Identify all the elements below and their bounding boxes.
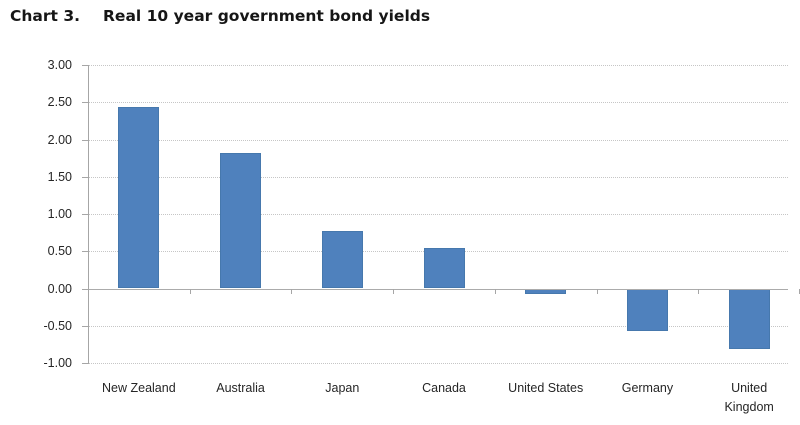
bar-canada [423, 248, 465, 289]
y-axis-tick [82, 288, 88, 290]
x-label-japan: Japan [325, 381, 360, 395]
gridline [88, 102, 788, 104]
x-label-united-kingdom: United Kingdom [724, 381, 774, 414]
x-label-canada: Canada [422, 381, 466, 395]
gridline [88, 65, 788, 66]
y-tick-label: 1.00 [47, 207, 72, 221]
x-label-new-zealand: New Zealand [102, 381, 176, 395]
x-label-germany: Germany [621, 381, 674, 395]
y-axis-tick [82, 214, 88, 215]
category-axis-tick [698, 289, 700, 294]
y-axis-tick [82, 139, 88, 141]
category-axis-tick [291, 289, 293, 294]
bar-japan [321, 231, 363, 289]
gridline [88, 363, 788, 364]
gridline [88, 176, 788, 178]
y-axis-tick [82, 325, 88, 327]
y-tick-label: 3.00 [47, 58, 72, 72]
bar-new-zealand [118, 106, 160, 289]
y-axis-tick [82, 176, 88, 178]
x-label-australia: Australia [216, 381, 265, 395]
category-axis-tick [494, 289, 496, 294]
gridline [88, 325, 788, 327]
chart-title-text: Real 10 year government bond yields [103, 7, 431, 25]
bar-germany [626, 288, 668, 331]
category-axis-tick [393, 289, 395, 294]
x-label-united-states: United States [508, 381, 584, 395]
y-tick-label: -0.50 [43, 318, 73, 333]
chart-title: Chart 3. Real 10 year government bond yie… [10, 7, 430, 25]
y-tick-label: 1.50 [47, 169, 72, 184]
category-axis-tick [596, 289, 598, 294]
bar-australia [220, 152, 262, 289]
y-axis-tick [82, 65, 88, 66]
y-tick-label: 0.50 [47, 244, 72, 259]
chart-title-prefix: Chart 3. [10, 7, 80, 25]
bar-united-kingdom [728, 288, 770, 349]
y-tick-label: 2.00 [47, 132, 72, 147]
y-tick-label: 2.50 [47, 95, 72, 110]
y-tick-label: -1.00 [43, 356, 73, 370]
category-axis-tick [88, 289, 89, 294]
category-axis-tick [189, 289, 191, 294]
y-axis-tick [82, 363, 88, 364]
category-axis-line [88, 289, 788, 290]
y-axis-tick [82, 251, 88, 253]
y-axis-tick [82, 102, 88, 104]
value-axis-line [88, 65, 89, 364]
gridline [88, 214, 788, 215]
gridline [88, 139, 788, 141]
y-tick-label: 0.00 [47, 281, 72, 296]
